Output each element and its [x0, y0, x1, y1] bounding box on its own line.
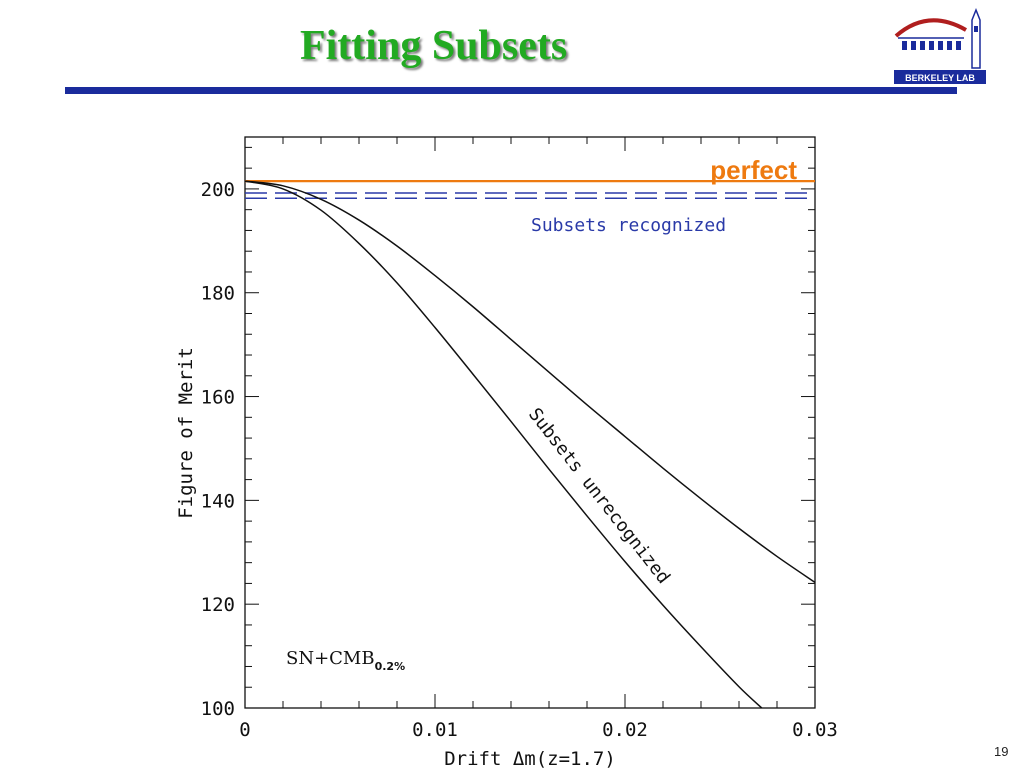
dataset-label-main: SN+CMB	[286, 648, 375, 669]
y-tick-label: 180	[201, 283, 235, 305]
logo-text: BERKELEY LAB	[905, 73, 975, 83]
series-lines	[244, 180, 816, 709]
y-tick-label: 120	[201, 594, 235, 616]
x-tick-label: 0.02	[602, 719, 648, 741]
x-tick-label: 0.03	[792, 719, 838, 741]
subsets-unrecognized-annotation: Subsets unrecognized	[524, 404, 674, 588]
x-tick-label: 0	[239, 719, 250, 741]
berkeley-lab-logo: BERKELEY LAB	[894, 8, 986, 84]
y-tick-label: 160	[201, 387, 235, 409]
subsets-recognized-annotation: Subsets recognized	[531, 215, 726, 236]
tick-marks	[244, 137, 816, 709]
y-tick-label: 100	[201, 698, 235, 720]
series-line-3	[244, 180, 816, 583]
plot-border	[244, 136, 816, 709]
x-axis-label: Drift Δm(z=1.7)	[444, 748, 616, 770]
plot-frame	[244, 136, 816, 709]
slide-title: Fitting Subsets	[300, 23, 568, 69]
slide-number: 19	[994, 744, 1009, 759]
y-tick-labels: 100 120 140 160 180 200	[201, 179, 235, 720]
dataset-label-subscript: 0.2%	[375, 660, 406, 673]
series-line-4	[244, 180, 763, 709]
y-axis-label: Figure of Merit	[175, 347, 197, 519]
perfect-annotation: perfect	[710, 155, 797, 185]
y-tick-label: 200	[201, 179, 235, 201]
x-tick-label: 0.01	[412, 719, 458, 741]
title-rule	[65, 87, 957, 94]
y-tick-label: 140	[201, 490, 235, 512]
x-tick-labels: 0 0.01 0.02 0.03	[239, 719, 838, 741]
dataset-label: SN+CMB0.2%	[286, 648, 405, 673]
